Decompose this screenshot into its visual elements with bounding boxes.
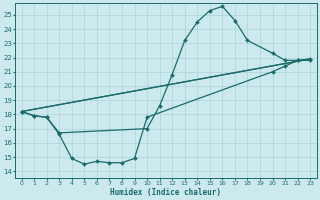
- X-axis label: Humidex (Indice chaleur): Humidex (Indice chaleur): [110, 188, 221, 197]
